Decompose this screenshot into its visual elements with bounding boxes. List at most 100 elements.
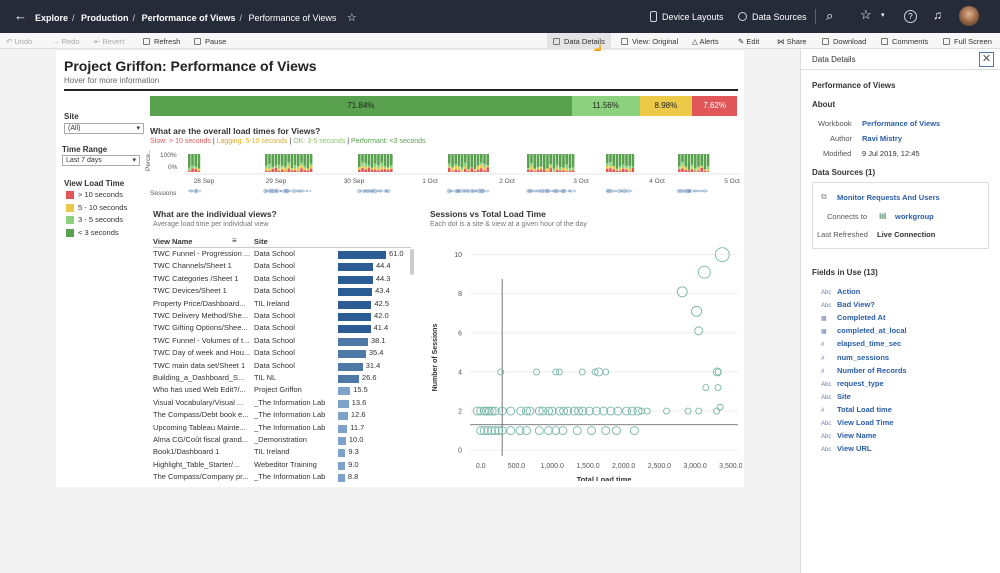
session-dot[interactable]	[384, 189, 388, 193]
view-bar[interactable]	[338, 288, 373, 297]
timeline-bar[interactable]	[467, 169, 470, 172]
field-item[interactable]: Abc View URL	[821, 444, 871, 453]
session-dot[interactable]	[683, 188, 688, 194]
scatter-chart[interactable]: 0 2 4 6 8 10 0.0 500.0 1,000.0 1,500.0 2,000.0 2,50…	[426, 231, 742, 481]
timeline-bar[interactable]	[546, 168, 549, 172]
scatter-point[interactable]	[676, 286, 688, 298]
time-range-dropdown[interactable]: Last 7 days	[62, 155, 140, 166]
scatter-point[interactable]	[572, 426, 582, 436]
timeline-bar[interactable]	[367, 167, 371, 172]
session-dot[interactable]	[291, 188, 297, 194]
view-bar[interactable]	[338, 412, 348, 421]
timeline-bar[interactable]	[390, 165, 393, 168]
timeline-bar[interactable]	[309, 163, 313, 166]
scatter-point[interactable]	[643, 407, 651, 415]
session-dot[interactable]	[306, 189, 309, 193]
session-dot[interactable]	[376, 189, 379, 193]
session-dot[interactable]	[615, 189, 618, 193]
session-dot[interactable]	[268, 189, 272, 193]
timeline-bar[interactable]	[277, 154, 281, 165]
session-dot[interactable]	[545, 188, 550, 194]
session-dot[interactable]	[265, 189, 269, 193]
timeline-bar[interactable]	[536, 169, 540, 172]
timeline-bar[interactable]	[622, 164, 625, 169]
timeline-bar[interactable]	[476, 169, 480, 172]
session-dot[interactable]	[268, 188, 274, 194]
timeline-bar[interactable]	[377, 168, 380, 171]
session-dot[interactable]	[363, 189, 367, 193]
col-header-site[interactable]: Site	[254, 237, 268, 246]
scatter-point[interactable]	[522, 426, 531, 436]
timeline-bar[interactable]	[470, 167, 473, 169]
timeline-bar[interactable]	[687, 170, 691, 172]
timeline-bar[interactable]	[386, 168, 390, 170]
timeline-bar[interactable]	[697, 170, 700, 172]
timeline-bar[interactable]	[268, 168, 271, 171]
timeline-bar[interactable]	[568, 171, 572, 172]
scatter-point[interactable]	[484, 406, 494, 416]
timeline-bar[interactable]	[297, 171, 300, 172]
scatter-point[interactable]	[599, 406, 609, 416]
session-dot[interactable]	[561, 188, 566, 194]
session-dot[interactable]	[275, 188, 280, 194]
field-item[interactable]: # Number of Records	[821, 366, 907, 375]
timeline-bar[interactable]	[188, 170, 191, 172]
view-bar[interactable]	[338, 375, 359, 383]
timeline-bar[interactable]	[681, 164, 684, 169]
scatter-point[interactable]	[606, 406, 616, 416]
timeline-bar[interactable]	[628, 165, 631, 169]
session-dot[interactable]	[378, 189, 383, 193]
view-bar[interactable]	[338, 325, 371, 334]
timeline-bar[interactable]	[464, 154, 467, 163]
view-original-button[interactable]: View: Original	[621, 37, 678, 46]
session-dot[interactable]	[480, 188, 486, 194]
timeline-bar[interactable]	[361, 168, 364, 172]
timeline-bar[interactable]	[476, 154, 480, 166]
search-icon[interactable]: ⌕	[826, 8, 834, 23]
session-dot[interactable]	[620, 189, 624, 193]
session-dot[interactable]	[193, 188, 199, 194]
timeline-bar[interactable]	[284, 171, 287, 172]
timeline-bar[interactable]	[303, 168, 306, 171]
timeline-bar[interactable]	[625, 168, 628, 170]
session-dot[interactable]	[369, 188, 374, 194]
timeline-bar[interactable]	[306, 168, 310, 171]
session-dot[interactable]	[614, 189, 617, 193]
session-dot[interactable]	[526, 189, 530, 193]
timeline-bar[interactable]	[618, 168, 622, 171]
session-dot[interactable]	[705, 189, 708, 193]
timeline-bar[interactable]	[197, 171, 201, 172]
timeline-bar[interactable]	[684, 166, 687, 168]
timeline-bar[interactable]	[364, 166, 367, 170]
timeline-bar[interactable]	[358, 167, 361, 168]
timeline-bar[interactable]	[536, 167, 540, 169]
table-row[interactable]: Upcoming Tableau Mainte... _The Informati…	[153, 423, 413, 435]
session-dot[interactable]	[551, 189, 554, 193]
session-dot[interactable]	[483, 189, 487, 193]
scatter-point[interactable]	[613, 406, 623, 416]
timeline-bar[interactable]	[309, 165, 313, 169]
timeline-bar[interactable]	[473, 169, 477, 171]
timeline-bar[interactable]	[293, 170, 297, 172]
view-bar[interactable]	[338, 263, 373, 272]
timeline-bar[interactable]	[562, 167, 565, 171]
session-dot[interactable]	[692, 189, 696, 193]
scatter-point[interactable]	[627, 406, 637, 416]
session-dot[interactable]	[456, 189, 461, 193]
timeline-bar[interactable]	[467, 154, 470, 170]
timeline-bar[interactable]	[268, 154, 271, 164]
session-dot[interactable]	[370, 189, 374, 193]
scatter-point[interactable]	[716, 403, 724, 411]
table-row[interactable]: Visual Vocabulary/Visual ... _The Informa…	[153, 398, 413, 410]
timeline-bar[interactable]	[612, 169, 615, 172]
timeline-bar[interactable]	[457, 170, 461, 172]
scatter-point[interactable]	[494, 426, 504, 436]
timeline-bar[interactable]	[703, 170, 707, 172]
timeline-bar[interactable]	[370, 167, 374, 169]
timeline-bar[interactable]	[625, 166, 628, 169]
session-dot[interactable]	[476, 188, 482, 194]
favorite-star-icon[interactable]: ☆	[346, 12, 357, 24]
session-dot[interactable]	[699, 189, 702, 193]
session-dot[interactable]	[630, 189, 633, 193]
session-dot[interactable]	[305, 189, 308, 193]
